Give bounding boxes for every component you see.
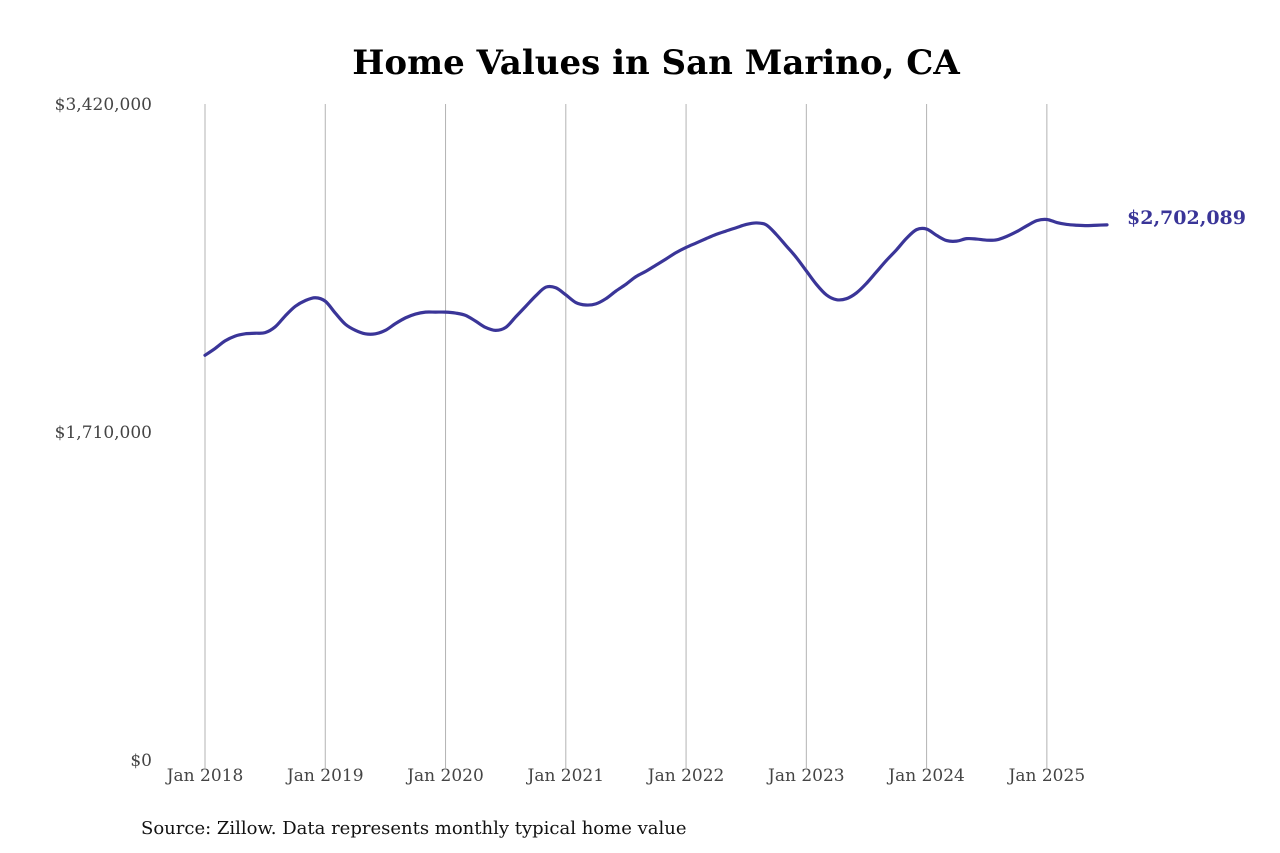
x-tick-label: Jan 2025 bbox=[1007, 766, 1086, 786]
x-axis: Jan 2018 Jan 2019 Jan 2020 Jan 2021 Jan 2022… bbox=[165, 766, 1085, 786]
x-tick-label: Jan 2019 bbox=[285, 766, 364, 786]
series-line bbox=[203, 217, 1109, 357]
end-value-label: $2,702,089 bbox=[1127, 207, 1246, 229]
x-tick-label: Jan 2023 bbox=[766, 766, 845, 786]
gridlines bbox=[204, 104, 1048, 768]
x-tick-label: Jan 2024 bbox=[886, 766, 965, 786]
y-tick-label: $3,420,000 bbox=[55, 95, 152, 115]
x-tick-label: Jan 2018 bbox=[165, 766, 244, 786]
x-tick-label: Jan 2020 bbox=[405, 766, 484, 786]
source-note: Source: Zillow. Data represents monthly … bbox=[141, 818, 687, 839]
chart-title: Home Values in San Marino, CA bbox=[352, 43, 960, 83]
y-axis: $0 $1,710,000 $3,420,000 bbox=[55, 95, 152, 771]
x-tick-label: Jan 2022 bbox=[646, 766, 725, 786]
series-layer bbox=[203, 217, 1109, 357]
y-tick-label: $1,710,000 bbox=[55, 423, 152, 443]
x-tick-label: Jan 2021 bbox=[526, 766, 605, 786]
y-tick-label: $0 bbox=[130, 751, 152, 771]
